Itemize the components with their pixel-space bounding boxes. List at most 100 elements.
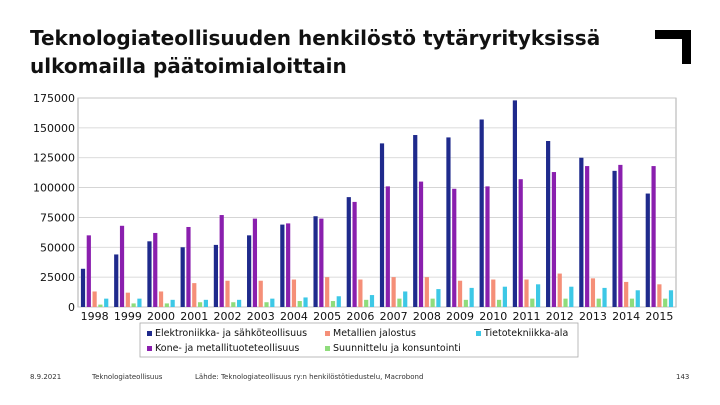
x-tick-label: 2002 bbox=[214, 310, 242, 323]
bar bbox=[469, 287, 474, 307]
bar bbox=[463, 299, 468, 307]
x-tick-label: 1998 bbox=[81, 310, 109, 323]
bar bbox=[319, 218, 324, 307]
legend-swatch bbox=[147, 346, 152, 351]
bar bbox=[397, 298, 402, 307]
bar bbox=[651, 166, 656, 307]
bar bbox=[369, 295, 375, 307]
page-title-line1: Teknologiateollisuuden henkilöstö tytäry… bbox=[30, 26, 601, 50]
legend-label: Kone- ja metallituoteteollisuus bbox=[155, 343, 299, 354]
bar bbox=[170, 299, 175, 307]
bar bbox=[557, 273, 562, 307]
bar bbox=[391, 277, 396, 307]
legend-swatch bbox=[147, 331, 152, 336]
bar bbox=[297, 301, 302, 307]
page-title-line2: ulkomailla päätoimialoittain bbox=[30, 54, 347, 78]
bar bbox=[413, 135, 418, 307]
bar bbox=[418, 181, 424, 307]
bar bbox=[313, 216, 318, 307]
bar bbox=[635, 290, 640, 307]
x-tick-label: 2010 bbox=[479, 310, 507, 323]
bar bbox=[180, 247, 185, 307]
x-tick-label: 2012 bbox=[546, 310, 574, 323]
bar bbox=[131, 303, 136, 307]
bar bbox=[219, 215, 224, 307]
bar bbox=[663, 298, 668, 307]
bar bbox=[125, 292, 130, 307]
bar bbox=[86, 235, 91, 307]
x-tick-label: 2007 bbox=[380, 310, 408, 323]
bar bbox=[352, 201, 357, 307]
legend-label: Suunnittelu ja konsuntointi bbox=[333, 343, 461, 354]
bar bbox=[436, 289, 441, 307]
x-tick-label: 2013 bbox=[579, 310, 607, 323]
legend-box bbox=[139, 322, 579, 358]
x-tick-label: 2005 bbox=[313, 310, 341, 323]
x-tick-label: 2000 bbox=[147, 310, 175, 323]
legend-label: Elektroniikka- ja sähköteollisuus bbox=[155, 328, 307, 339]
bar bbox=[358, 279, 363, 307]
bar bbox=[479, 119, 484, 307]
footer-org: Teknologiateollisuus bbox=[92, 373, 163, 381]
x-tick-label: 2001 bbox=[180, 310, 208, 323]
x-tick-label: 2003 bbox=[247, 310, 275, 323]
bar bbox=[237, 299, 242, 307]
footer-date: 8.9.2021 bbox=[30, 373, 62, 381]
bar bbox=[231, 302, 236, 307]
bar bbox=[197, 302, 203, 307]
bar bbox=[530, 298, 535, 307]
bar bbox=[213, 244, 218, 307]
bar bbox=[446, 137, 451, 307]
x-tick-label: 2009 bbox=[446, 310, 474, 323]
y-tick-label: 175000 bbox=[33, 92, 75, 105]
bar bbox=[536, 284, 541, 307]
bar bbox=[668, 290, 674, 307]
bar bbox=[158, 291, 164, 307]
bar bbox=[346, 197, 351, 307]
y-tick-label: 0 bbox=[68, 301, 75, 314]
bar bbox=[147, 241, 152, 307]
bar bbox=[325, 277, 330, 307]
x-tick-label: 2014 bbox=[612, 310, 640, 323]
bar bbox=[137, 298, 142, 307]
bar bbox=[153, 232, 158, 307]
x-tick-label: 2015 bbox=[645, 310, 673, 323]
footer-source: Lähde: Teknologiateollisuus ry:n henkilö… bbox=[195, 373, 424, 381]
bar bbox=[430, 298, 435, 307]
legend-swatch bbox=[325, 331, 330, 336]
bar bbox=[364, 299, 369, 307]
bar bbox=[618, 164, 623, 307]
legend-swatch bbox=[325, 346, 330, 351]
bar bbox=[657, 284, 662, 307]
legend-swatch bbox=[476, 331, 481, 336]
bar bbox=[491, 279, 496, 307]
bar bbox=[330, 301, 336, 307]
y-tick-label: 125000 bbox=[33, 152, 75, 165]
y-tick-label: 75000 bbox=[40, 211, 75, 224]
bar bbox=[80, 268, 86, 307]
bar bbox=[496, 299, 502, 307]
bar bbox=[518, 179, 523, 307]
bar bbox=[192, 283, 197, 307]
legend-label: Tietotekniikka-ala bbox=[483, 328, 568, 339]
bar bbox=[452, 188, 457, 307]
y-tick-label: 25000 bbox=[40, 271, 75, 284]
bar bbox=[303, 297, 308, 307]
x-tick-label: 2004 bbox=[280, 310, 308, 323]
bar bbox=[424, 277, 429, 307]
x-tick-label: 2008 bbox=[413, 310, 441, 323]
bar bbox=[114, 254, 119, 307]
bar bbox=[485, 186, 490, 307]
bar bbox=[280, 224, 285, 307]
bar bbox=[264, 302, 269, 307]
bar bbox=[203, 299, 208, 307]
bar bbox=[579, 157, 584, 307]
bar bbox=[225, 280, 230, 307]
bar bbox=[569, 286, 574, 307]
bar bbox=[336, 296, 341, 307]
page-title: Teknologiateollisuuden henkilöstö tytäry… bbox=[30, 24, 650, 80]
bar bbox=[252, 218, 258, 307]
x-tick-label: 1999 bbox=[114, 310, 142, 323]
y-tick-label: 100000 bbox=[33, 182, 75, 195]
